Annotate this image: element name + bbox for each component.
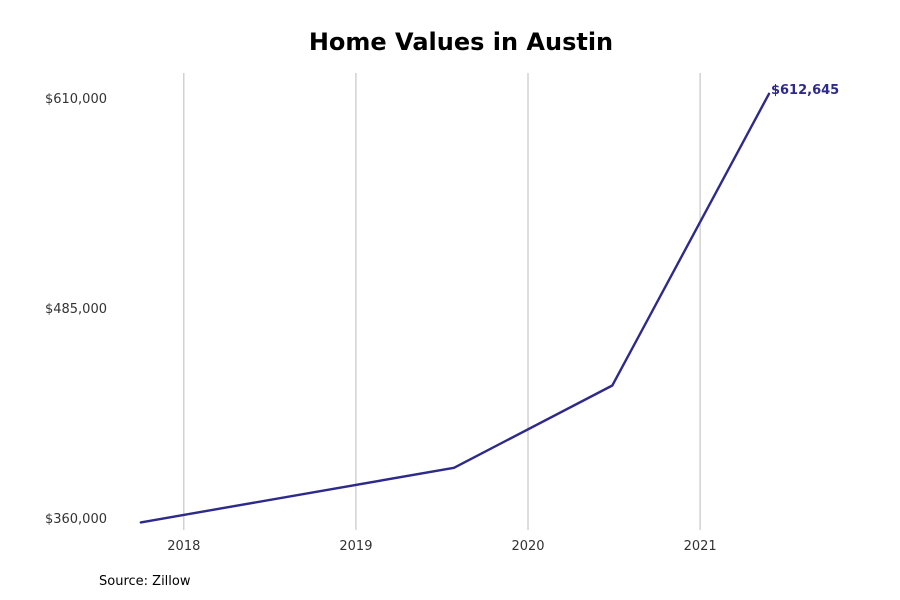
x-tick-label-2021: 2021 <box>684 539 717 554</box>
data-labels: $612,645 <box>771 83 839 98</box>
series-line-0 <box>139 92 771 524</box>
x-tick-label-2018: 2018 <box>167 539 200 554</box>
y-tick-label-1: $485,000 <box>45 302 107 317</box>
source-note: Source: Zillow <box>99 574 191 589</box>
y-axis-ticks: $360,000 $485,000 $610,000 <box>45 92 107 527</box>
series-group <box>139 92 771 524</box>
x-tick-label-2020: 2020 <box>511 539 544 554</box>
x-axis-ticks: 2018 2019 2020 2021 <box>167 539 716 554</box>
y-tick-label-2: $610,000 <box>45 92 107 107</box>
chart-title: Home Values in Austin <box>308 28 614 56</box>
y-tick-label-0: $360,000 <box>45 512 107 527</box>
x-tick-label-2019: 2019 <box>339 539 372 554</box>
grid-lines <box>183 73 701 530</box>
end-value-label: $612,645 <box>771 83 839 98</box>
